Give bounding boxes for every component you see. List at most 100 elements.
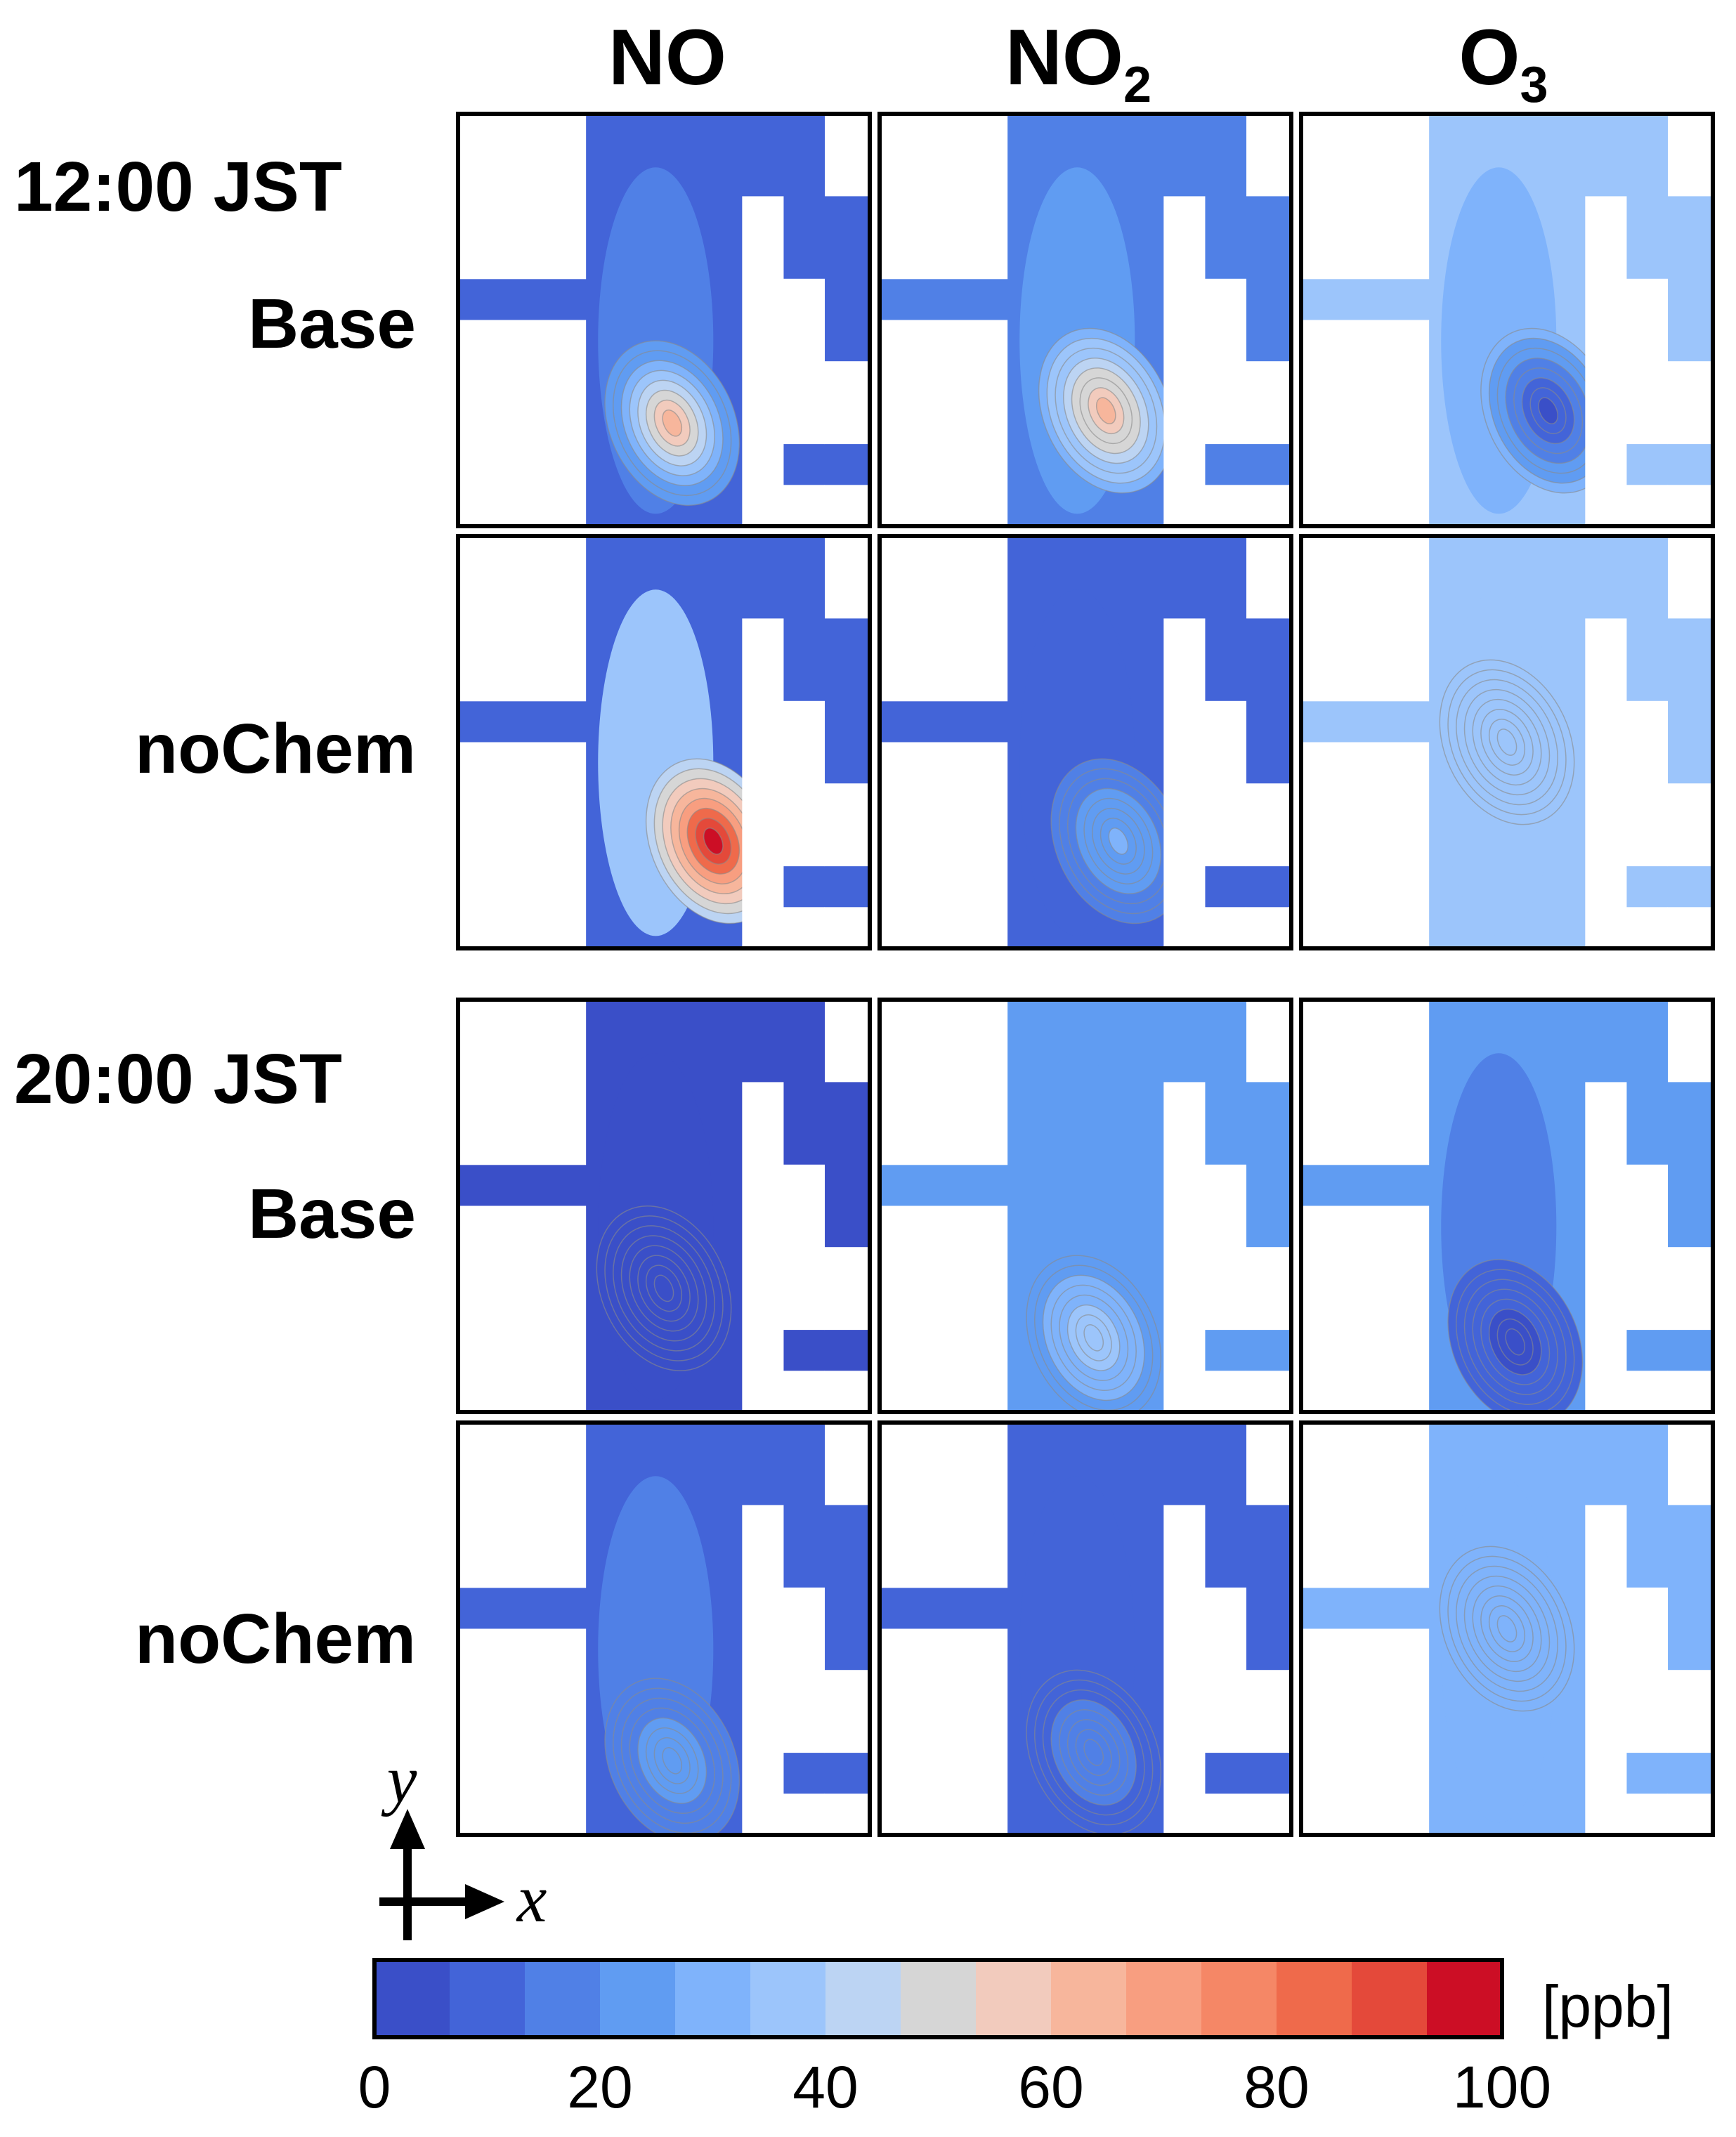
- building-block: [1301, 1628, 1430, 1836]
- colorbar-segment: [901, 1960, 977, 2037]
- time-label-1200: 12:00 JST: [14, 148, 342, 226]
- panel-frame: [1299, 998, 1715, 1414]
- colorbar-unit: [ppb]: [1542, 1973, 1673, 2039]
- building-block: [742, 1505, 784, 1836]
- building-block: [1667, 907, 1714, 949]
- building-block: [1626, 907, 1669, 949]
- panel-1-0: [456, 534, 872, 950]
- building-block: [742, 618, 784, 949]
- building-block: [1301, 114, 1430, 280]
- panel-3-2: [1299, 1420, 1715, 1837]
- colorbar-tick-label: 60: [1018, 2054, 1083, 2120]
- building-block: [1626, 485, 1669, 527]
- panel-frame: [1299, 534, 1715, 950]
- building-block: [1585, 1505, 1627, 1836]
- building-block: [1246, 783, 1292, 867]
- building-block: [1301, 1205, 1430, 1413]
- building-block: [824, 361, 870, 445]
- building-block: [880, 320, 1008, 527]
- building-block: [1204, 1793, 1247, 1836]
- panel-frame: [877, 534, 1293, 950]
- contour-level: [1496, 1615, 1518, 1642]
- contour-level: [662, 1747, 683, 1775]
- colorbar-segment: [675, 1960, 751, 2037]
- panel-grid: [456, 112, 1715, 1837]
- building-block: [880, 1000, 1008, 1165]
- building-block: [1163, 196, 1206, 527]
- building-block: [1667, 783, 1714, 867]
- panel-frame: [877, 112, 1293, 528]
- building-block: [1204, 278, 1247, 445]
- building-block: [1246, 1793, 1292, 1836]
- building-block: [783, 278, 825, 445]
- panel-3-0: [456, 1420, 872, 1837]
- building-block: [783, 1371, 825, 1413]
- building-block: [1626, 1793, 1669, 1836]
- colorbar-segment: [825, 1960, 901, 2037]
- panel-2-1: [877, 998, 1293, 1414]
- contour-level: [1538, 397, 1558, 424]
- colorbar-segment: [374, 1960, 450, 2037]
- building-block: [880, 742, 1008, 949]
- y-axis-arrowhead: [390, 1809, 425, 1849]
- building-block: [783, 907, 825, 949]
- building-block: [783, 1793, 825, 1836]
- x-axis-label: x: [516, 1861, 547, 1936]
- building-block: [824, 1793, 870, 1836]
- building-block: [1301, 1000, 1430, 1165]
- column-header-no: NO: [608, 13, 726, 101]
- panel-0-0: [456, 112, 872, 528]
- panel-frame: [456, 112, 872, 528]
- building-block: [824, 485, 870, 527]
- building-block: [458, 114, 587, 280]
- colorbar-segment: [1126, 1960, 1202, 2037]
- contour-level: [1505, 1328, 1526, 1356]
- colorbar-segment: [450, 1960, 526, 2037]
- contour-level: [1496, 728, 1518, 756]
- building-block: [1301, 536, 1430, 702]
- building-block: [783, 700, 825, 867]
- contour-level: [653, 1274, 674, 1302]
- contour-level: [1095, 397, 1116, 424]
- building-block: [1667, 1670, 1714, 1753]
- building-block: [1585, 618, 1627, 949]
- panel-1-2: [1299, 534, 1715, 950]
- row-label-nochem-1200: noChem: [135, 710, 416, 788]
- colorbar-segment: [525, 1960, 601, 2037]
- colorbar-tick-label: 0: [358, 2054, 391, 2120]
- building-block: [783, 1164, 825, 1331]
- panel-1-1: [877, 534, 1293, 950]
- building-block: [1301, 320, 1430, 527]
- building-block: [824, 1371, 870, 1413]
- building-block: [1626, 1371, 1669, 1413]
- colorbar-tick-label: 80: [1244, 2054, 1309, 2120]
- building-block: [1301, 742, 1430, 949]
- building-block: [1204, 1371, 1247, 1413]
- building-block: [1626, 278, 1669, 445]
- axis-indicator: y x: [379, 1741, 547, 1940]
- building-block: [742, 1082, 784, 1413]
- colorbar-segment: [1051, 1960, 1127, 2037]
- y-axis-label: y: [381, 1741, 417, 1817]
- building-block: [783, 1587, 825, 1753]
- building-block: [1204, 485, 1247, 527]
- building-block: [1246, 361, 1292, 445]
- colorbar-segment: [1427, 1960, 1503, 2037]
- panel-3-1: [877, 1420, 1293, 1837]
- building-block: [880, 536, 1008, 702]
- building-block: [1204, 1587, 1247, 1753]
- colorbar-tick-label: 20: [567, 2054, 632, 2120]
- row-label-base-1200: Base: [248, 285, 416, 363]
- building-block: [1163, 1505, 1206, 1836]
- building-block: [1246, 1371, 1292, 1413]
- panel-0-2: [1299, 112, 1715, 528]
- building-block: [1667, 361, 1714, 445]
- building-block: [458, 536, 587, 702]
- colorbar-tick-label: 100: [1453, 2054, 1551, 2120]
- building-block: [1667, 1793, 1714, 1836]
- colorbar-frame: [372, 1958, 1504, 2039]
- building-block: [1626, 1587, 1669, 1753]
- building-block: [1667, 485, 1714, 527]
- panel-frame: [456, 1420, 872, 1837]
